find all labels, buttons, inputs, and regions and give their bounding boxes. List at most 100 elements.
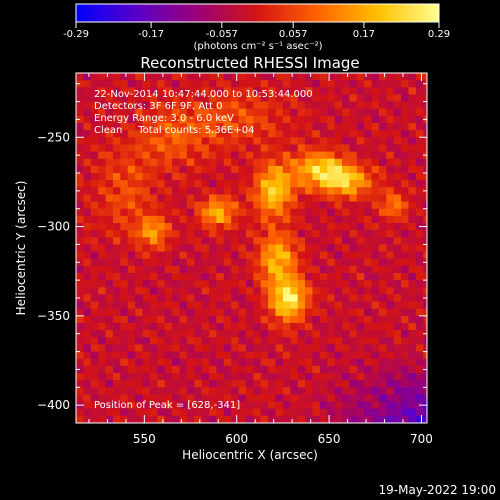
heatmap-cell — [127, 215, 136, 224]
heatmap-cell — [172, 301, 180, 310]
heatmap-cell — [172, 80, 180, 88]
heatmap-cell — [342, 251, 350, 260]
heatmap-cell — [260, 251, 269, 260]
heatmap-cell — [349, 123, 358, 131]
heatmap-cell — [172, 280, 180, 288]
heatmap-cell — [371, 337, 380, 345]
heatmap-cell — [142, 187, 151, 195]
heatmap-cell — [290, 394, 298, 402]
heatmap-cell — [98, 394, 106, 402]
heatmap-cell — [334, 215, 343, 224]
heatmap-cell — [127, 201, 136, 210]
heatmap-cell — [83, 158, 92, 167]
heatmap-cell — [349, 201, 358, 210]
heatmap-cell — [83, 387, 92, 395]
heatmap-cell — [268, 137, 276, 145]
heatmap-cell — [245, 408, 254, 417]
heatmap-cell — [112, 387, 121, 395]
heatmap-cell — [327, 80, 335, 88]
heatmap-cell — [319, 215, 328, 224]
heatmap-cell — [334, 273, 343, 281]
heatmap-cell — [142, 87, 151, 95]
heatmap-cell — [305, 294, 313, 302]
heatmap-cell — [275, 201, 284, 210]
heatmap-cell — [393, 387, 402, 395]
heatmap-cell — [401, 315, 409, 324]
heatmap-cell — [231, 337, 239, 345]
heatmap-cell — [305, 137, 313, 145]
heatmap-cell — [201, 201, 210, 210]
heatmap-cell — [305, 108, 313, 117]
heatmap-cell — [157, 201, 165, 210]
heatmap-cell — [127, 208, 136, 217]
heatmap-cell — [319, 237, 328, 245]
heatmap-cell — [201, 351, 210, 360]
heatmap-cell — [223, 365, 232, 374]
heatmap-cell — [334, 194, 343, 202]
heatmap-cell — [378, 123, 387, 131]
heatmap-cell — [194, 123, 202, 131]
heatmap-cell — [378, 208, 387, 217]
heatmap-cell — [105, 87, 114, 95]
heatmap-cell — [349, 373, 358, 381]
heatmap-cell — [253, 265, 262, 274]
heatmap-cell — [334, 280, 343, 288]
heatmap-cell — [90, 215, 99, 224]
heatmap-cell — [135, 337, 143, 345]
heatmap-cell — [268, 258, 276, 267]
heatmap-cell — [393, 237, 402, 245]
heatmap-cell — [127, 265, 136, 274]
heatmap-cell — [401, 344, 409, 352]
heatmap-cell — [98, 237, 106, 245]
heatmap-cell — [297, 180, 306, 188]
heatmap-cell — [364, 373, 372, 381]
heatmap-cell — [194, 230, 202, 238]
heatmap-cell — [245, 194, 254, 202]
heatmap-cell — [393, 323, 402, 331]
heatmap-cell — [334, 408, 343, 417]
heatmap-cell — [393, 308, 402, 317]
heatmap-cell — [356, 144, 365, 152]
heatmap-cell — [290, 251, 298, 260]
heatmap-cell — [282, 237, 291, 245]
heatmap-cell — [112, 315, 121, 324]
heatmap-cell — [127, 344, 136, 352]
heatmap-cell — [260, 330, 269, 338]
heatmap-cell — [98, 115, 106, 124]
heatmap-cell — [209, 315, 217, 324]
heatmap-cell — [423, 137, 428, 145]
heatmap-cell — [371, 187, 380, 195]
heatmap-cell — [305, 223, 313, 231]
heatmap-cell — [327, 165, 335, 174]
heatmap-cell — [231, 230, 239, 238]
heatmap-cell — [305, 251, 313, 260]
heatmap-cell — [142, 280, 151, 288]
heatmap-cell — [105, 301, 114, 310]
heatmap-cell — [135, 115, 143, 124]
heatmap-cell — [216, 123, 225, 131]
heatmap-cell — [260, 415, 269, 424]
heatmap-cell — [401, 273, 409, 281]
heatmap-cell — [209, 287, 217, 295]
heatmap-cell — [90, 173, 99, 181]
heatmap-cell — [201, 130, 210, 138]
heatmap-cell — [371, 115, 380, 124]
heatmap-cell — [305, 215, 313, 224]
colorbar-ticks: -0.29 -0.17 -0.057 0.057 0.17 0.29 — [63, 22, 450, 40]
heatmap-cell — [415, 258, 424, 267]
heatmap-cell — [209, 330, 217, 338]
heatmap-cell — [223, 215, 232, 224]
heatmap-cell — [364, 123, 372, 131]
heatmap-cell — [157, 394, 165, 402]
heatmap-cell — [393, 144, 402, 152]
heatmap-cell — [253, 180, 262, 188]
heatmap-cell — [342, 144, 350, 152]
heatmap-cell — [342, 87, 350, 95]
heatmap-cell — [356, 151, 365, 160]
heatmap-cell — [186, 165, 195, 174]
heatmap-cell — [297, 108, 306, 117]
heatmap-cell — [142, 301, 151, 310]
heatmap-cell — [253, 387, 262, 395]
heatmap-cell — [186, 215, 195, 224]
heatmap-cell — [378, 294, 387, 302]
